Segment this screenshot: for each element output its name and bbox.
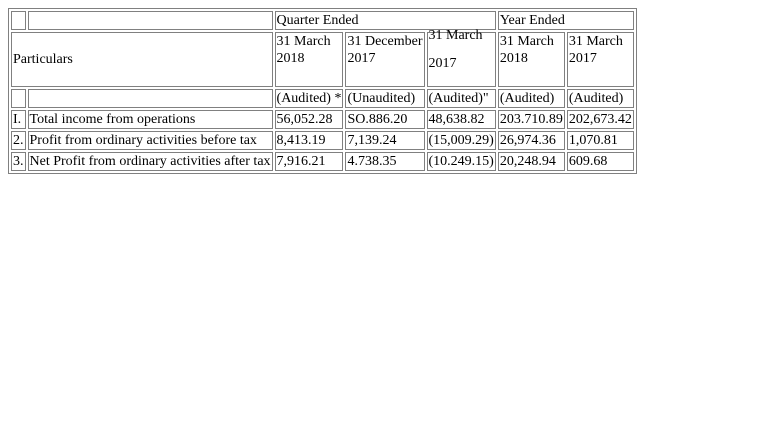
value-cell: 609.68	[566, 152, 634, 171]
date-header-line2: 2017	[568, 51, 597, 66]
value-cell: 203.710.89	[497, 110, 565, 129]
value-cell: 56,052.28	[274, 110, 344, 129]
value-cell: 26,974.36	[497, 131, 565, 150]
table-row: 3. Net Profit from ordinary activities a…	[11, 152, 634, 171]
value-cell: 7,139.24	[345, 131, 425, 150]
date-header-line2: 2018	[499, 51, 528, 66]
value-cell: 48,638.82	[426, 110, 496, 129]
date-header-col2: 31 December 2017	[345, 32, 425, 87]
value-cell: 8,413.19	[274, 131, 344, 150]
date-header-col1: 31 March 2018	[274, 32, 344, 87]
audit-status-cell: (Unaudited)	[345, 89, 425, 108]
value-cell: 1,070.81	[566, 131, 634, 150]
header-row-dates: Particulars 31 March 2018 31 December 20…	[11, 28, 634, 87]
audit-status-cell: (Audited) *	[274, 89, 344, 108]
row-number: I.	[11, 110, 26, 129]
value-cell: 7,916.21	[274, 152, 344, 171]
particulars-header: Particulars	[11, 32, 273, 87]
value-cell: 202,673.42	[566, 110, 634, 129]
date-header-col3: 31 March 2017	[426, 28, 496, 87]
date-header-line2: 2018	[276, 51, 305, 66]
date-header-line2: 2017	[428, 56, 457, 71]
row-label: Total income from operations	[27, 110, 273, 129]
value-cell: (15,009.29)	[426, 131, 496, 150]
empty-cell	[11, 89, 26, 108]
date-header-line1: 31 March	[276, 34, 331, 49]
audit-status-cell: (Audited)	[566, 89, 634, 108]
value-cell: 4.738.35	[345, 152, 425, 171]
header-row-audit: (Audited) * (Unaudited) (Audited)" (Audi…	[11, 89, 634, 108]
empty-cell	[27, 89, 273, 108]
financial-results-table: Quarter Ended Year Ended Particulars 31 …	[8, 8, 637, 174]
audit-status-cell: (Audited)"	[426, 89, 496, 108]
value-cell: 20,248.94	[497, 152, 565, 171]
audit-status-cell: (Audited)	[497, 89, 565, 108]
date-header-line1: 31 March	[499, 34, 554, 49]
year-ended-header: Year Ended	[497, 11, 634, 30]
date-header-col4: 31 March 2018	[497, 32, 565, 87]
value-cell: (10.249.15)	[426, 152, 496, 171]
header-row-periods: Quarter Ended Year Ended	[11, 11, 634, 30]
value-cell: SO.886.20	[345, 110, 425, 129]
row-number: 3.	[11, 152, 26, 171]
date-header-line1: 31 March	[568, 34, 623, 49]
date-header-line1: 31 December	[347, 34, 423, 49]
row-number: 2.	[11, 131, 26, 150]
table-row: 2. Profit from ordinary activities befor…	[11, 131, 634, 150]
row-label: Profit from ordinary activities before t…	[27, 131, 273, 150]
quarter-ended-header: Quarter Ended	[274, 11, 496, 30]
row-label: Net Profit from ordinary activities afte…	[27, 152, 273, 171]
date-header-col5: 31 March 2017	[566, 32, 634, 87]
date-header-line2: 2017	[347, 51, 376, 66]
empty-cell	[27, 11, 273, 30]
empty-cell	[11, 11, 26, 30]
table-row: I. Total income from operations 56,052.2…	[11, 110, 634, 129]
date-header-line1: 31 March	[428, 28, 483, 43]
